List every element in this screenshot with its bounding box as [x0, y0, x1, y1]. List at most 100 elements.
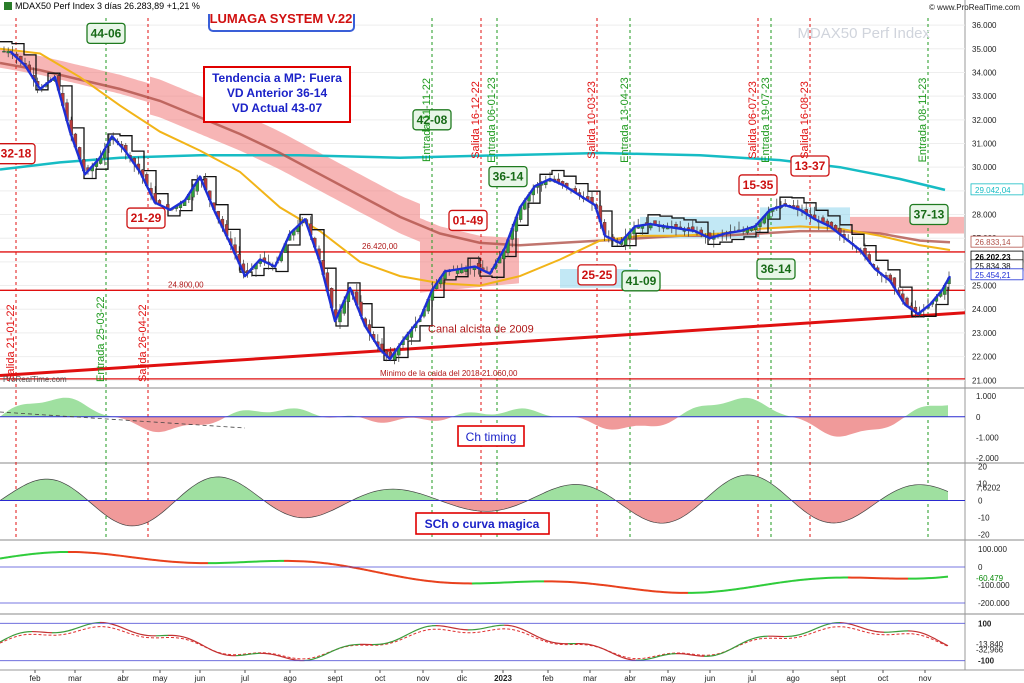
signal-label: Salida 16-12-22 — [470, 81, 482, 159]
osc2-segment — [59, 631, 65, 633]
osc2-segment — [183, 636, 189, 639]
signal-score-box — [86, 22, 126, 45]
osc1-segment — [131, 556, 137, 559]
osc2-segment — [339, 646, 345, 649]
signal-label: Salida 26-04-22 — [137, 304, 149, 382]
osc2-segment — [479, 627, 485, 630]
signal-score-label: 13-37 — [795, 159, 826, 173]
osc1-segment — [367, 569, 373, 573]
osc2-segment — [603, 648, 609, 652]
osc1-segment — [727, 588, 733, 592]
osc1-segment — [747, 585, 753, 589]
osc1-segment — [619, 586, 625, 589]
osc1-tick: -200.000 — [978, 599, 1010, 608]
osc1-segment — [611, 585, 617, 588]
signal-label: Salida 21-01-22 — [5, 304, 17, 382]
osc1-tick: 0 — [978, 563, 983, 572]
osc2-segment — [535, 635, 541, 639]
ch-timing-tick: -1.000 — [976, 433, 999, 442]
osc1-segment — [339, 564, 345, 567]
osc2-segment — [411, 629, 417, 633]
osc2-tick: -100 — [978, 657, 995, 666]
osc2-segment — [755, 636, 761, 639]
osc1-segment — [3, 556, 9, 559]
info-box-line1: Tendencia a MP: Fuera — [212, 71, 342, 85]
osc2-segment — [855, 625, 861, 628]
osc2-segment — [819, 624, 825, 628]
sch-area-negative — [0, 500, 948, 526]
osc1-segment — [767, 582, 773, 586]
osc2-segment — [919, 631, 925, 635]
osc2-segment — [427, 625, 433, 627]
osc2-segment — [595, 645, 601, 649]
osc2-segment — [0, 639, 5, 643]
time-tick-label: jul — [240, 674, 249, 683]
osc2-segment — [199, 643, 205, 647]
osc2-segment — [611, 652, 617, 656]
osc1-segment — [759, 584, 765, 587]
value-label: 25.834,38 — [975, 262, 1011, 271]
osc2-segment — [659, 654, 665, 657]
chart-title-text: MDAX50 Perf Index 3 días 26.283,89 +1,21… — [15, 1, 290, 11]
ch-timing-area-positive — [0, 397, 948, 417]
osc2-segment — [387, 641, 393, 644]
osc1-segment — [743, 586, 749, 590]
osc2-segment — [507, 624, 513, 627]
osc2-segment — [687, 653, 693, 656]
osc2-segment — [475, 628, 481, 631]
time-tick-label: ago — [283, 674, 297, 683]
osc2-segment — [551, 641, 557, 644]
osc1-segment — [763, 583, 769, 586]
osc2-segment — [747, 638, 753, 642]
time-tick-label: jun — [194, 674, 206, 683]
signal-score-box — [756, 258, 796, 280]
osc2-segment — [343, 645, 349, 648]
osc2-segment — [423, 625, 429, 628]
osc2-segment — [383, 642, 389, 645]
price-tick-label: 21.000 — [972, 376, 997, 385]
osc2-segment — [607, 650, 613, 654]
osc2-value: -32,966 — [976, 645, 1004, 654]
osc2-segment — [523, 629, 529, 633]
time-tick-label: sept — [830, 674, 846, 683]
osc1-segment — [623, 586, 629, 590]
osc2-segment — [823, 623, 829, 627]
time-tick-label: nov — [919, 674, 932, 683]
osc2-segment — [795, 633, 801, 637]
price-line — [9, 50, 952, 361]
osc1-segment — [327, 562, 333, 566]
ch-timing-title-box — [457, 425, 525, 447]
signal-score-label: 42-08 — [417, 113, 448, 127]
osc2-segment — [319, 654, 325, 658]
osc1-segment — [359, 567, 365, 571]
osc2-segment — [447, 626, 453, 629]
price-tick-label: 28.000 — [972, 211, 997, 220]
osc2-segment — [179, 635, 185, 638]
osc2-segment — [3, 637, 9, 641]
osc2-segment — [587, 643, 593, 646]
price-tick-label: 36.000 — [972, 21, 997, 30]
osc2-segment — [75, 626, 81, 630]
osc2-segment — [483, 626, 489, 629]
osc2-segment — [511, 625, 517, 628]
osc2-segment — [291, 658, 297, 661]
time-tick-label: mar — [583, 674, 597, 683]
osc1-tick: -100.000 — [978, 581, 1010, 590]
osc2-segment — [691, 654, 697, 657]
sch-area-positive — [0, 474, 948, 501]
osc1-segment — [7, 555, 13, 559]
osc1-segment — [363, 568, 369, 572]
signal-score-box — [577, 264, 617, 286]
sma-mid-line — [0, 61, 951, 247]
osc2-segment — [847, 623, 853, 626]
time-tick-label: abr — [624, 674, 636, 683]
ch-timing-tick: -2.000 — [976, 454, 999, 463]
signal-label: Salida 10-03-23 — [586, 81, 598, 159]
sch-tick: 10 — [978, 479, 987, 488]
osc2-segment — [927, 634, 933, 638]
osc1-segment — [395, 574, 401, 578]
osc1-segment — [787, 579, 793, 583]
signal-score-box — [621, 270, 661, 292]
time-tick-label: oct — [878, 674, 889, 683]
